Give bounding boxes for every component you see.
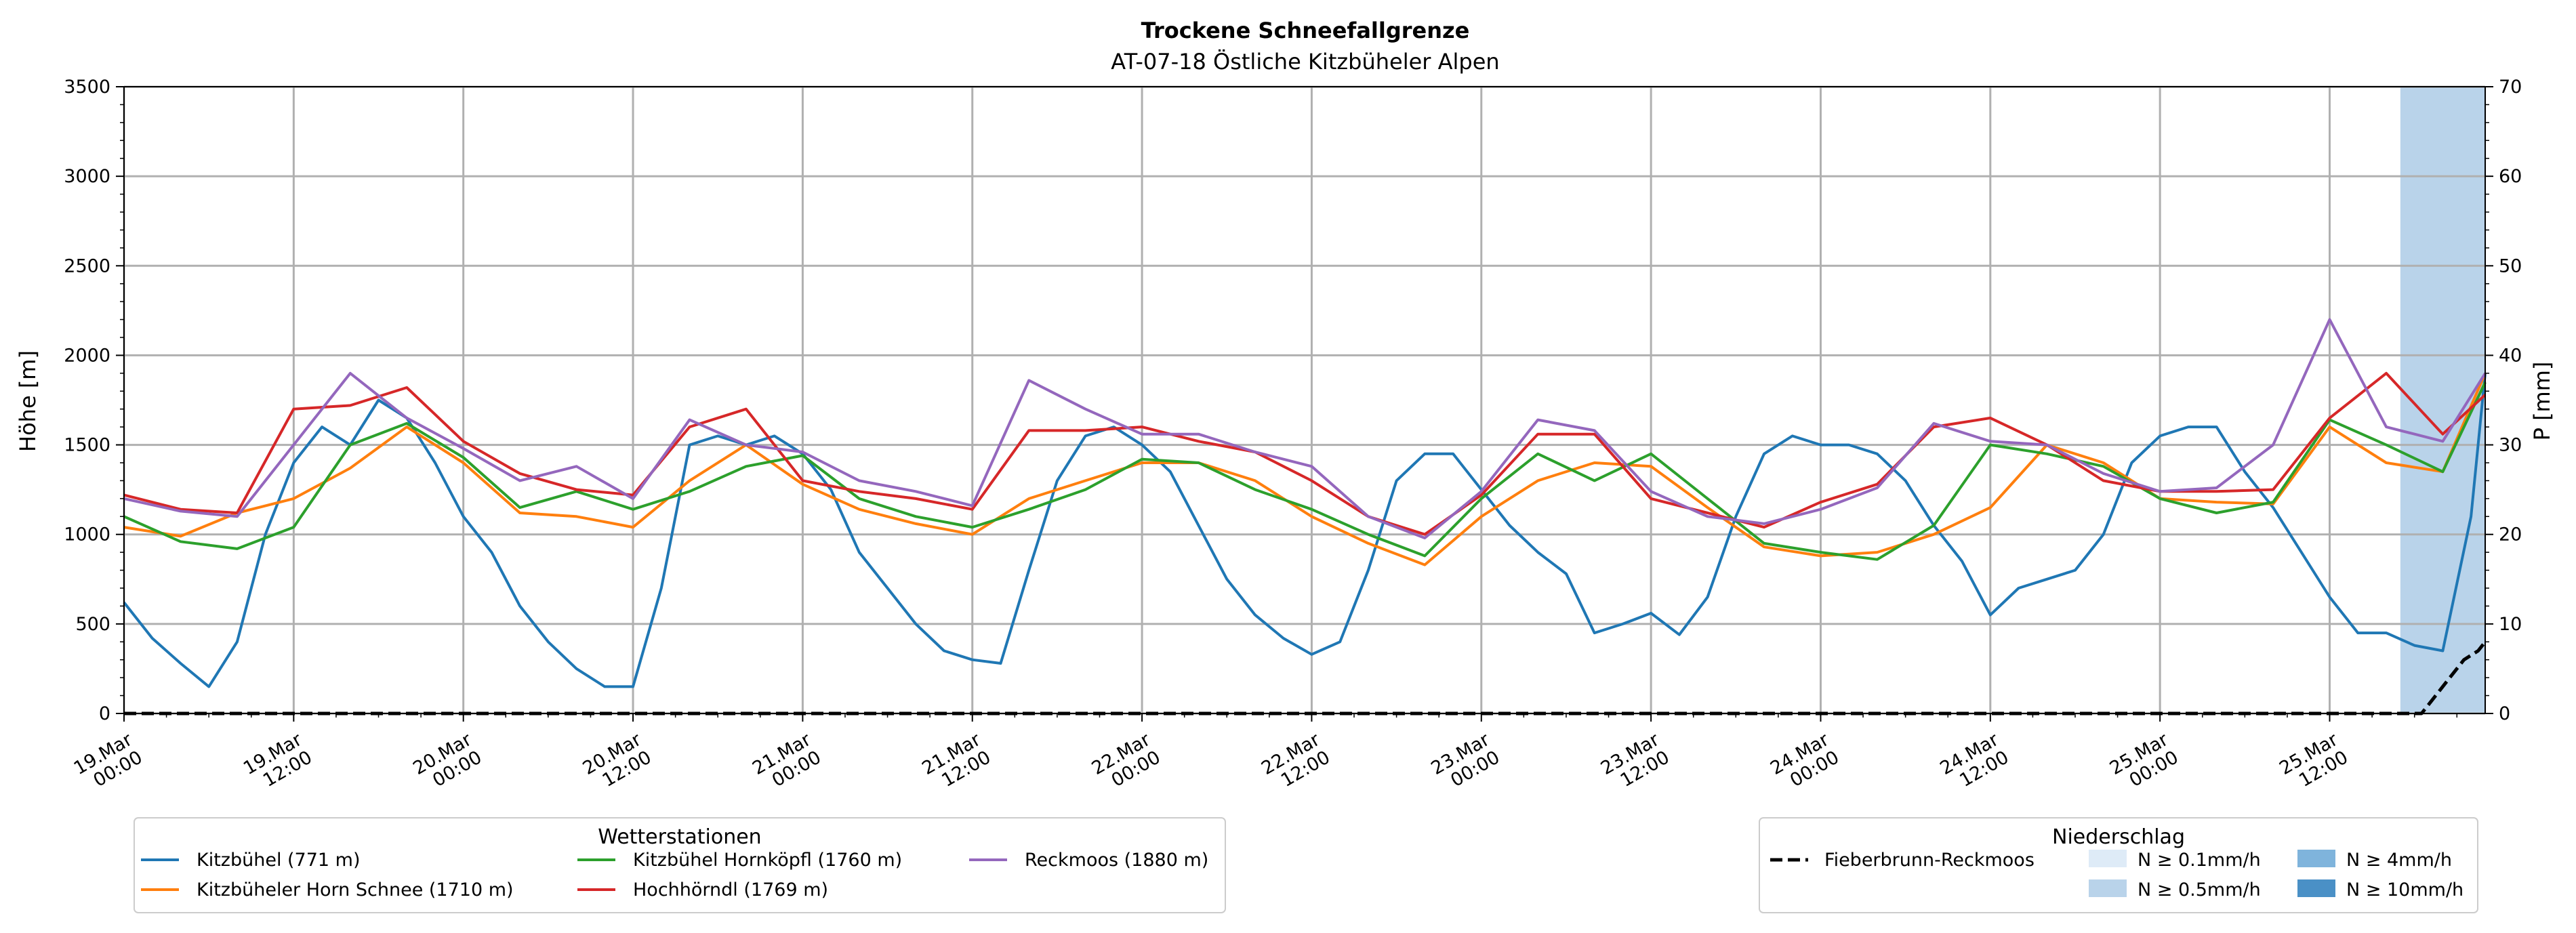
legend-label-4: Reckmoos (1880 m) (1025, 850, 1208, 871)
legend-patch-label-3: N ≥ 10mm/h (2346, 879, 2463, 900)
x-tick-label: 19.Mar00:00 (70, 729, 147, 797)
legend-patch-label-1: N ≥ 0.5mm/h (2138, 879, 2261, 900)
y-tick-label: 1000 (64, 524, 110, 545)
x-tick-label: 20.Mar00:00 (409, 729, 486, 797)
x-tick-label: 20.Mar12:00 (579, 729, 656, 797)
legend-patch-label-2: N ≥ 4mm/h (2346, 850, 2452, 871)
y-tick-label: 3000 (64, 166, 110, 187)
y2-tick-label: 30 (2499, 435, 2522, 456)
chart-subtitle: AT-07-18 Östliche Kitzbüheler Alpen (1111, 49, 1499, 75)
series-line-2 (123, 381, 2487, 561)
y-tick-label: 2000 (64, 345, 110, 366)
precip-bands (2400, 87, 2485, 713)
legend-patch-1 (2089, 879, 2127, 897)
x-tick-label: 23.Mar00:00 (1427, 729, 1504, 797)
x-tick-label: 22.Mar00:00 (1088, 729, 1165, 797)
legend-stations-box (134, 817, 1226, 913)
x-tick-label: 23.Mar12:00 (1597, 729, 1674, 797)
y2-tick-label: 70 (2499, 77, 2522, 98)
y-tick-label: 0 (99, 703, 110, 724)
grid-lines (123, 85, 2485, 715)
axis-ticks: 0 500 1000 1500 2000 2500 3000 3500 0 10 20 30 40 50 6… (64, 77, 2522, 797)
legend-precip-title: Niederschlag (2052, 825, 2185, 849)
y-tick-label: 500 (75, 614, 110, 635)
precip-band-0 (2400, 87, 2485, 713)
legend-patch-2 (2297, 850, 2335, 867)
y-axis-label: Höhe [m] (15, 350, 41, 452)
legend-label-fieberbrunn: Fieberbrunn-Reckmoos (1824, 850, 2035, 871)
x-tick-label: 25.Mar12:00 (2276, 729, 2352, 797)
legend-precip: Niederschlag Fieberbrunn-Reckmoos N ≥ 0.1… (1759, 817, 2478, 913)
y-tick-label: 3500 (64, 77, 110, 98)
x-tick-label: 24.Mar00:00 (1767, 729, 1843, 797)
y-tick-label: 1500 (64, 435, 110, 456)
legend-label-1: Kitzbüheler Horn Schnee (1710 m) (197, 879, 514, 900)
legend-patch-3 (2297, 879, 2335, 897)
y2-tick-label: 50 (2499, 255, 2522, 276)
series-line-4 (123, 318, 2487, 539)
y2-axis-label: P [mm] (2529, 362, 2555, 441)
legend-label-3: Hochhörndl (1769 m) (633, 879, 828, 900)
x-tick-label: 21.Mar12:00 (918, 729, 995, 797)
legend-stations-title: Wetterstationen (598, 825, 761, 849)
series-lines (123, 318, 2487, 716)
chart-title: Trockene Schneefallgrenze (1141, 18, 1470, 43)
y2-tick-label: 0 (2499, 703, 2510, 724)
y2-tick-label: 60 (2499, 166, 2522, 187)
legend-label-2: Kitzbühel Hornköpfl (1760 m) (633, 850, 902, 871)
legend-stations: Wetterstationen Kitzbühel (771 m) Kitzbüh… (134, 817, 1226, 913)
x-tick-label: 19.Mar12:00 (240, 729, 316, 797)
legend-patch-label-0: N ≥ 0.1mm/h (2138, 850, 2261, 871)
series-line-3 (123, 371, 2487, 536)
chart-title-group: Trockene Schneefallgrenze AT-07-18 Östli… (1111, 18, 1499, 75)
series-line-5 (124, 640, 2487, 716)
y-tick-label: 2500 (64, 255, 110, 276)
x-tick-label: 22.Mar12:00 (1258, 729, 1334, 797)
series-line-1 (123, 373, 2487, 566)
series-line-0 (123, 373, 2487, 688)
x-tick-label: 24.Mar12:00 (1937, 729, 2013, 797)
x-tick-label: 25.Mar00:00 (2106, 729, 2183, 797)
legend-patch-0 (2089, 850, 2127, 867)
y2-tick-label: 10 (2499, 614, 2522, 635)
y2-tick-label: 20 (2499, 524, 2522, 545)
plot-frame (123, 86, 2486, 714)
legend-label-0: Kitzbühel (771 m) (197, 850, 361, 871)
x-tick-label: 21.Mar00:00 (749, 729, 825, 797)
y2-tick-label: 40 (2499, 345, 2522, 366)
